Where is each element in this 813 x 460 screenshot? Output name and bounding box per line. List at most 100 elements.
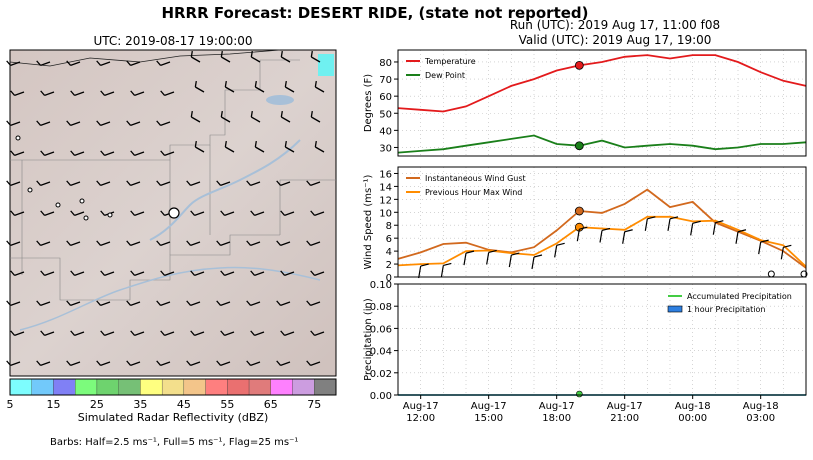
wind-barb [194,271,205,277]
wind-barb [624,229,633,233]
lake [266,95,294,105]
wind-barb [601,227,611,232]
x-tick-label: 03:00 [746,413,775,424]
wind-barb [622,231,626,244]
y-tick-label: 0.02 [370,369,392,380]
wind-barb [220,330,226,336]
wind-barb [224,140,227,148]
wind-barb [96,180,102,186]
wind-barb [70,361,81,367]
colorbar-label: Simulated Radar Reflectivity (dBZ) [77,411,269,424]
wind-barb [6,240,12,246]
wind-barb [70,90,76,96]
colorbar-cell [96,378,119,396]
wind-barb [310,330,316,336]
wind-barb [14,151,25,157]
wind-barb [96,360,102,366]
x-tick-label: Aug-17 [403,401,439,412]
wind-barb [314,211,325,217]
wind-barb [511,252,520,256]
wind-barb [126,60,132,66]
wind-barb [579,226,588,230]
wind-barb [10,241,21,247]
x-tick-label: Aug-17 [607,401,643,412]
river [149,139,301,241]
wind-barb [220,270,226,276]
wind-barb [10,210,16,216]
wind-barb [667,218,671,231]
wind-barb [66,300,72,306]
wind-barb [531,256,535,270]
wind-barb [250,181,261,187]
colorbar-frame [9,378,337,396]
station-marker [168,207,180,219]
wind-barb [100,61,111,67]
wind-barb [488,249,497,254]
wind-barb [126,300,132,306]
plot-frame [397,166,807,278]
wind-barb [160,150,166,156]
map-title: UTC: 2019-08-17 19:00:00 [93,34,253,48]
wind-barb [314,271,325,277]
wind-barb [130,121,141,127]
wind-barb [190,301,201,307]
wind-barb [311,56,321,63]
wind-barb [221,116,231,123]
wind-barb [190,110,193,118]
wind-barb [246,300,252,306]
wind-barb [186,240,192,246]
wind-barb [418,265,422,279]
city-marker [83,215,89,221]
wind-barb [6,300,12,306]
wind-barb [70,210,76,216]
wind-barb [216,360,222,366]
wind-barb [281,56,291,63]
wind-barb [647,216,656,220]
y-tick-label: 0 [386,273,392,284]
wind-barb [276,180,282,186]
colorbar-tick-label: 15 [46,398,60,411]
wind-barb [254,331,265,337]
wind-barb [10,330,16,336]
wind-barb [130,90,136,96]
chart-panel-1: 30 40 50 60 70 80 Degrees (F) Temperature Dew Po… [363,49,807,157]
y-tick-label: 16 [379,169,392,180]
wind-barb [190,181,201,187]
wind-barb [758,242,762,255]
colorbar-cell [118,378,141,396]
wind-barb [280,50,283,58]
wind-barb [160,361,171,367]
radar-echo [318,54,334,76]
wind-barb [100,301,111,307]
x-tick-label: Aug-17 [539,401,575,412]
wind-barb [314,80,317,88]
x-tick-label: 12:00 [406,413,435,424]
wind-barb [760,239,769,243]
wind-barb [44,151,55,157]
wind-barb [533,254,543,258]
wind-barb [40,210,46,216]
wind-barb [126,120,132,126]
series-line [397,215,807,268]
wind-barb [36,180,42,186]
wind-barb [225,146,235,153]
wind-barb [156,300,162,306]
wind-barb [40,90,46,96]
chart-panel-3: 0.00 0.02 0.04 0.06 0.08 0.10 Precipitation (i… [363,280,807,424]
wind-barb [190,270,196,276]
wind-barb [254,211,265,217]
wind-barb [735,231,739,244]
wind-barb [100,121,111,127]
wind-barb [14,271,25,277]
wind-barb [44,91,55,97]
wind-barb [40,301,51,307]
x-tick-label: Aug-17 [471,401,507,412]
wind-barb [715,220,724,224]
wind-barb [281,116,291,123]
wind-barb [284,271,295,277]
wind-barb [194,140,197,148]
wind-barb [66,60,72,66]
legend-label: Accumulated Precipitation [687,292,792,301]
colorbar-cell [248,378,271,396]
wind-barb [250,110,253,118]
